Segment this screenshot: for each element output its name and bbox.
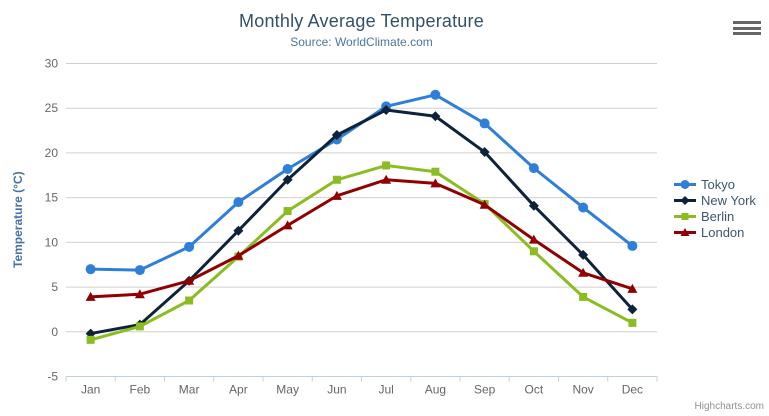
data-point-marker [528, 163, 539, 174]
y-axis-label: 25 [45, 101, 59, 115]
x-axis-label: Sep [474, 383, 496, 397]
data-point-marker [528, 234, 539, 244]
legend-symbol-square [674, 212, 696, 220]
data-point-marker [184, 241, 195, 252]
y-axis-label: 15 [45, 191, 59, 205]
data-point-marker [233, 197, 244, 208]
legend-symbol-circle [674, 179, 696, 189]
x-axis-label: Jul [378, 383, 393, 397]
data-point-marker [627, 283, 638, 293]
data-point-marker [185, 296, 194, 305]
x-axis-label: Jun [327, 383, 346, 397]
chart-title: Monthly Average Temperature [239, 11, 484, 31]
data-point-marker [134, 289, 145, 299]
data-point-marker [479, 199, 490, 209]
data-point-marker [578, 267, 589, 277]
x-axis-label: Nov [572, 383, 593, 397]
x-axis-label: Jan [81, 383, 100, 397]
y-axis-label: -5 [47, 370, 58, 384]
data-point-marker [332, 175, 341, 184]
data-point-marker [381, 174, 392, 184]
data-point-marker [627, 240, 638, 251]
data-point-marker [282, 174, 293, 185]
export-menu-button[interactable] [733, 21, 761, 35]
data-point-marker [479, 147, 490, 158]
data-point-marker [628, 318, 637, 327]
data-point-marker [479, 118, 490, 129]
y-axis-label: 20 [45, 146, 59, 160]
legend-item-berlin[interactable]: Berlin [674, 208, 756, 224]
chart-subtitle: Source: WorldClimate.com [290, 35, 433, 49]
data-point-marker [85, 264, 96, 275]
data-point-marker [85, 291, 96, 301]
data-point-marker [382, 161, 391, 170]
y-axis-label: 10 [45, 235, 59, 249]
x-axis-label: Apr [229, 383, 248, 397]
x-axis-label: Aug [425, 383, 446, 397]
legend-item-tokyo[interactable]: Tokyo [674, 176, 756, 192]
data-point-marker [184, 275, 195, 285]
data-point-marker [282, 220, 293, 230]
data-point-marker [430, 178, 441, 188]
series-line-london [89, 178, 634, 299]
y-axis-label: 0 [51, 325, 58, 339]
data-point-marker [283, 207, 292, 216]
hamburger-icon [733, 32, 761, 35]
legend-label: New York [701, 192, 756, 208]
x-axis-label: Feb [130, 383, 151, 397]
legend-symbol-diamond [674, 195, 696, 205]
data-point-marker [381, 105, 392, 116]
data-point-marker [529, 247, 538, 256]
data-point-marker [430, 111, 441, 122]
data-point-marker [331, 190, 342, 200]
legend-label: Berlin [701, 208, 735, 224]
y-axis-label: 5 [51, 280, 58, 294]
legend-item-london[interactable]: London [674, 224, 756, 240]
data-point-marker [578, 202, 589, 213]
data-point-marker [86, 335, 95, 344]
legend-item-new-york[interactable]: New York [674, 192, 756, 208]
legend-marker [680, 195, 690, 205]
data-point-marker [134, 265, 145, 276]
legend: Tokyo New York Berlin London [674, 176, 756, 240]
data-point-marker [528, 200, 539, 211]
credits-link[interactable]: Highcharts.com [694, 401, 764, 412]
hamburger-icon [733, 21, 761, 24]
data-point-marker [430, 89, 441, 100]
legend-marker [680, 179, 690, 189]
x-axis-label: Dec [622, 383, 643, 397]
data-point-marker [233, 250, 244, 260]
data-point-marker [282, 164, 293, 175]
data-point-marker [233, 225, 244, 236]
legend-label: London [701, 224, 745, 240]
x-axis-label: May [276, 383, 299, 397]
x-axis-label: Oct [525, 383, 544, 397]
data-point-marker [579, 292, 588, 301]
y-axis-label: 30 [45, 57, 59, 71]
data-point-marker [578, 249, 589, 260]
series-line-berlin [89, 163, 634, 342]
legend-symbol-triangle [674, 227, 696, 236]
x-axis-label: Mar [179, 383, 200, 397]
hamburger-icon [733, 26, 761, 30]
data-point-marker [331, 130, 342, 141]
series-line-new-york [89, 108, 634, 336]
data-point-marker [135, 322, 144, 331]
data-point-marker [431, 167, 440, 176]
data-point-marker [627, 304, 638, 315]
legend-marker [681, 212, 689, 220]
legend-marker [680, 227, 690, 236]
legend-label: Tokyo [701, 176, 735, 192]
